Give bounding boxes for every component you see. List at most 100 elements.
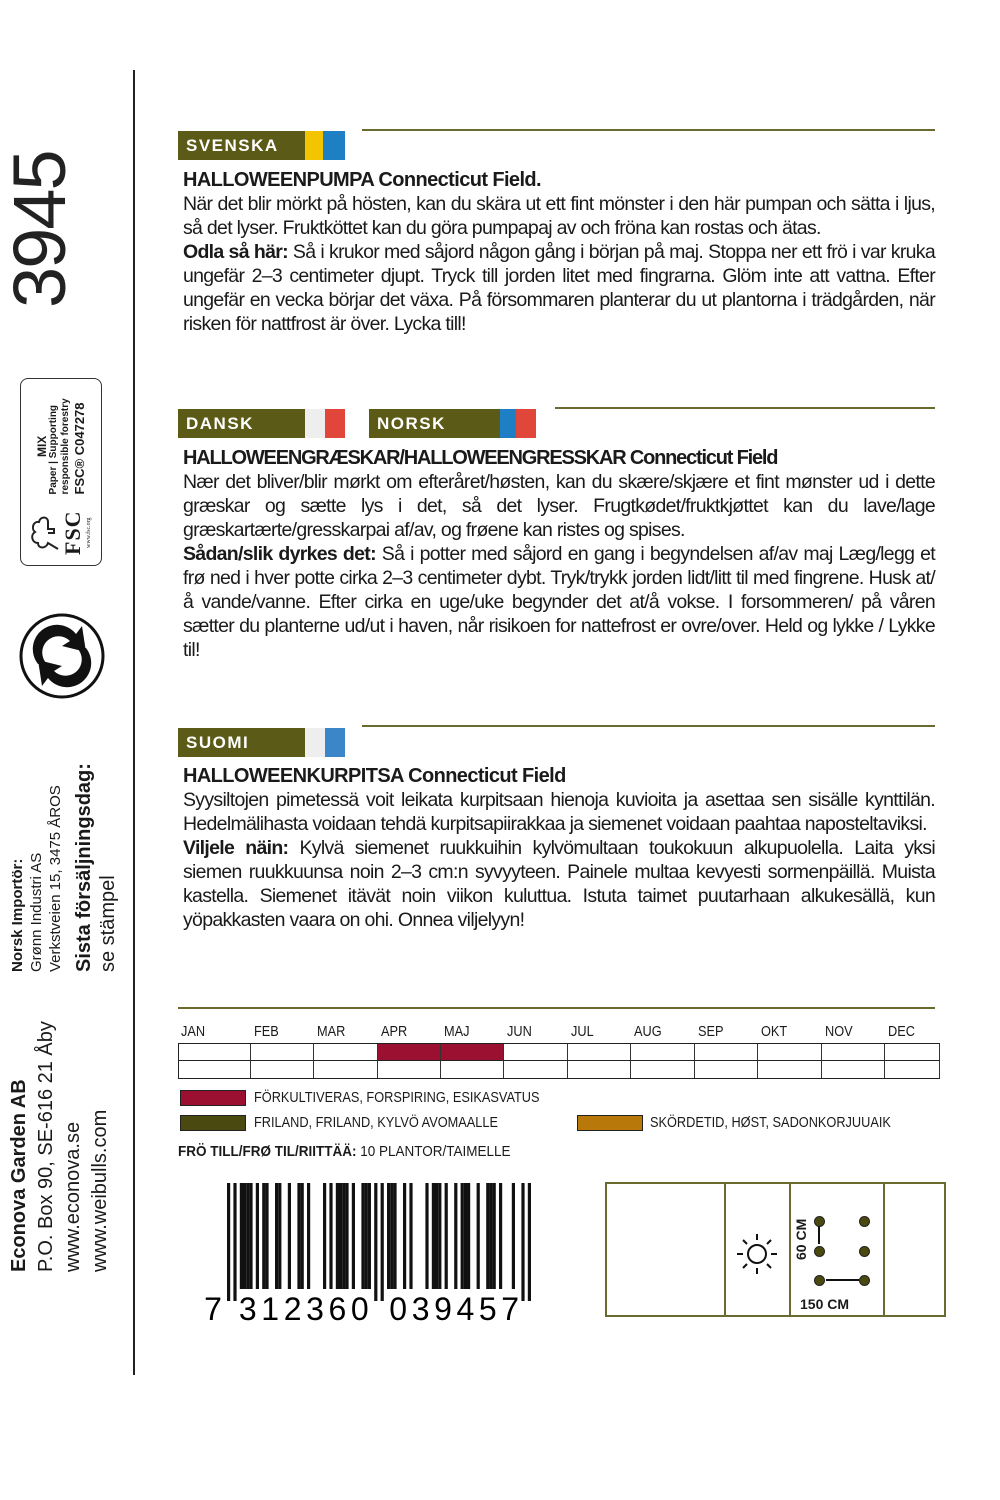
barcode-bar (467, 1183, 471, 1289)
section-intro: Nær det bliver/blir mørkt om efteråret/h… (183, 471, 936, 541)
legend-label-outdoor: FRILAND, FRILAND, KYLVÖ AVOMAALLE (254, 1114, 498, 1131)
plant-dot (814, 1275, 825, 1286)
barcode-bar (454, 1183, 458, 1289)
section-intro: När det blir mörkt på hösten, kan du skä… (183, 193, 936, 239)
barcode-bar (460, 1183, 464, 1289)
month-label: APR (381, 1023, 408, 1040)
barcode-bar (367, 1183, 371, 1289)
month-label: JAN (181, 1023, 206, 1040)
barcode-bar (380, 1183, 384, 1301)
barcode-bar (307, 1183, 311, 1289)
barcode-bar (233, 1183, 237, 1301)
howto-text: Kylvä siemenet ruukkuihin kylvömultaan t… (183, 837, 936, 931)
divider-line (133, 70, 135, 1375)
barcode-digit: 1 (261, 1291, 279, 1323)
legend-swatch-harvest (577, 1115, 643, 1131)
calendar-cell (568, 1061, 631, 1078)
barcode-bar (342, 1183, 346, 1289)
barcode-bar (438, 1183, 442, 1289)
flag-stripe (305, 728, 325, 757)
language-label-svenska: SVENSKA (178, 131, 305, 160)
barcode-bar (227, 1183, 231, 1301)
barcode-bar (249, 1183, 253, 1289)
barcode-bar (393, 1183, 397, 1289)
month-label: MAR (317, 1023, 346, 1040)
barcode-bar (364, 1183, 368, 1289)
article-number: 3945 (0, 151, 81, 308)
howto-text: Så i krukor med såjord någon gång i börj… (183, 241, 936, 335)
barcode-bar (492, 1183, 496, 1289)
section-howto: Sådan/slik dyrkes det: Så i potter med s… (183, 542, 936, 662)
calendar-cell (885, 1061, 940, 1078)
barcode-bar (444, 1183, 448, 1289)
plant-dot (859, 1246, 870, 1257)
barcode-bar (278, 1183, 282, 1289)
plant-spacing: 150 CM (800, 1296, 850, 1312)
fsc-line2: responsible forestry (60, 398, 71, 495)
calendar-cell (695, 1061, 758, 1078)
growing-info-box: 60 CM 150 CM (605, 1182, 946, 1317)
legend-label-precultivate: FÖRKULTIVERAS, FORSPIRING, ESIKASVATUS (254, 1089, 540, 1106)
barcode-bar (409, 1183, 413, 1289)
flag-stripe (325, 409, 345, 438)
section-svenska: HALLOWEENPUMPA Connecticut Field. När de… (183, 168, 936, 336)
barcode-bar (435, 1183, 439, 1289)
legend-label-harvest: SKÖRDETID, HØST, SADONKORJUUAIK (650, 1114, 891, 1131)
box-divider (883, 1184, 885, 1315)
calendar-cell (822, 1061, 885, 1078)
barcode-bar (323, 1183, 327, 1289)
link-econova[interactable]: www.econova.se (62, 1121, 84, 1272)
barcode-digit: 9 (434, 1291, 452, 1323)
language-label-dansk: DANSK (178, 409, 305, 438)
calendar-cell (821, 1044, 885, 1061)
barcode-bar (387, 1183, 391, 1289)
barcode-bar (431, 1183, 435, 1289)
box-divider (724, 1184, 726, 1315)
company-po-box: P.O. Box 90, SE-616 21 Åby (35, 1021, 57, 1272)
barcode-bar (527, 1183, 531, 1301)
barcode-bar (345, 1183, 349, 1289)
barcode-bar (403, 1183, 407, 1289)
spacing-arrows-icon (818, 1226, 859, 1281)
link-weibulls[interactable]: www.weibulls.com (89, 1109, 111, 1272)
barcode-digit: 7 (501, 1291, 519, 1323)
barcode-bar (351, 1183, 355, 1289)
flag-stripe (305, 131, 323, 160)
barcode-bar (374, 1183, 378, 1301)
barcode-digit: 3 (412, 1291, 430, 1323)
legend-swatch-outdoor (180, 1115, 246, 1131)
importer-title: Norsk Importör: (9, 858, 26, 972)
section-suomi: HALLOWEENKURPITSA Connecticut Field Syys… (183, 764, 936, 932)
language-label-suomi: SUOMI (178, 728, 305, 757)
calendar-cell (631, 1061, 695, 1078)
fsc-line1: Paper | Supporting (48, 404, 59, 495)
language-label-norsk: NORSK (369, 409, 500, 438)
barcode-digit: 6 (329, 1291, 347, 1323)
section-intro: Syysiltojen pimetessä voit leikata kurpi… (183, 789, 936, 835)
calendar-cell (441, 1061, 504, 1078)
calendar-cell (313, 1044, 378, 1061)
plant-dot (859, 1216, 870, 1227)
calendar-cell (250, 1044, 314, 1061)
barcode-digit: 0 (351, 1291, 369, 1323)
section-rule (555, 407, 935, 409)
howto-label: Viljele näin: (183, 837, 289, 859)
company-address: Econova Garden AB P.O. Box 90, SE-616 21… (6, 1021, 114, 1272)
section-rule (178, 1007, 935, 1009)
barcode-bar (300, 1183, 304, 1289)
calendar-cell (178, 1061, 251, 1078)
barcode-digit: 3 (306, 1291, 324, 1323)
month-label: OKT (761, 1023, 788, 1040)
flag-stripe (305, 409, 325, 438)
calendar-cell (504, 1061, 568, 1078)
howto-text: Så i potter med såjord en gang i begynde… (183, 543, 936, 661)
barcode-digit: 2 (284, 1291, 302, 1323)
last-sale-value: se stämpel (97, 875, 119, 972)
seed-count-label: FRÖ TILL/FRØ TIL/RIITTÄÄ: (178, 1143, 357, 1160)
flag-stripe (500, 409, 516, 438)
calendar-cell (567, 1044, 631, 1061)
flag-stripe (516, 409, 536, 438)
barcode-bar (486, 1183, 490, 1289)
calendar-cell (503, 1044, 568, 1061)
